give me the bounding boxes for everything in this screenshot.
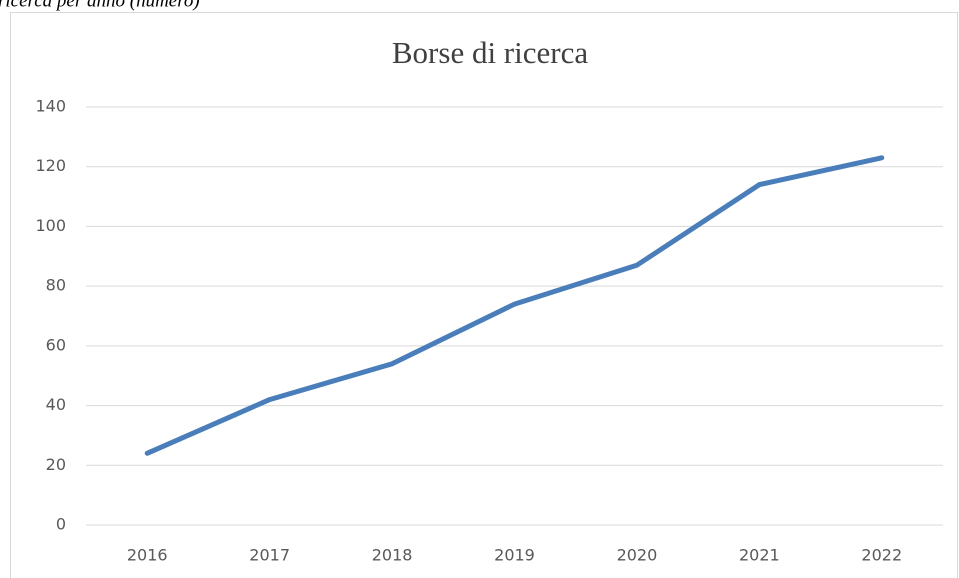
x-tick-label: 2018 bbox=[372, 546, 413, 565]
x-tick-label: 2016 bbox=[127, 546, 168, 565]
chart-title: Borse di ricerca bbox=[392, 35, 588, 70]
y-tick-label: 140 bbox=[35, 97, 66, 116]
caption: ricerca per anno (numero) bbox=[0, 0, 200, 11]
chart-frame bbox=[10, 12, 958, 578]
y-tick-label: 80 bbox=[46, 276, 66, 295]
x-tick-label: 2020 bbox=[617, 546, 658, 565]
y-tick-label: 100 bbox=[35, 216, 66, 235]
x-tick-label: 2019 bbox=[494, 546, 535, 565]
x-tick-label: 2017 bbox=[249, 546, 290, 565]
y-tick-label: 120 bbox=[35, 156, 66, 175]
y-tick-label: 60 bbox=[46, 335, 66, 354]
y-tick-label: 20 bbox=[46, 455, 66, 474]
data-line bbox=[144, 155, 885, 456]
x-tick-label: 2022 bbox=[861, 546, 902, 565]
y-tick-label: 0 bbox=[56, 515, 66, 534]
y-tick-label: 40 bbox=[46, 395, 66, 414]
x-tick-label: 2021 bbox=[739, 546, 780, 565]
